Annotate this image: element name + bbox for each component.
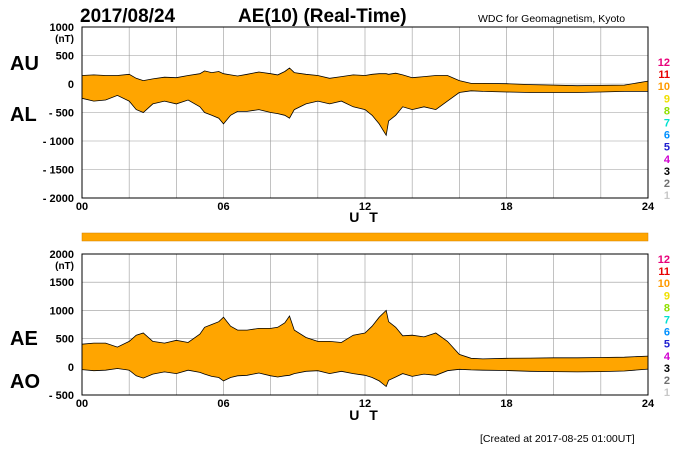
ae-ao-panel: 2000 1500 1000 500 0 - 500 (nT) 00 06 12 18 24 U T AE… — [10, 249, 655, 423]
series-line-ao — [81, 368, 649, 388]
station-legend-item: 6 — [664, 130, 670, 142]
x-tick-label: 18 — [500, 398, 512, 410]
index-band — [82, 310, 648, 387]
y-tick-label: 2000 — [50, 249, 74, 261]
station-legend-item: 8 — [664, 302, 670, 314]
x-tick-label: 24 — [642, 398, 655, 410]
upper-index-label: AE — [10, 328, 38, 350]
station-legend-item: 1 — [664, 190, 670, 202]
station-legend-item: 3 — [664, 363, 670, 375]
station-legend-item: 4 — [664, 351, 671, 363]
y-tick-label: 0 — [68, 362, 74, 374]
au-al-panel: 1000 500 0 - 500 - 1000 - 1500 - 2000 (nT) 00 06 1… — [10, 22, 655, 225]
quality-bar — [81, 232, 649, 242]
x-tick-label: 00 — [76, 201, 88, 213]
y-tick-label: - 1500 — [43, 165, 74, 177]
station-legend-item: 7 — [664, 315, 670, 327]
station-legend-item: 11 — [658, 266, 670, 278]
station-legend-item: 10 — [658, 278, 670, 290]
plot-title: AE(10) (Real-Time) — [238, 6, 407, 27]
x-tick-label: 24 — [642, 201, 655, 213]
created-timestamp: [Created at 2017-08-25 01:00UT] — [480, 433, 635, 445]
station-legend-item: 11 — [658, 69, 670, 81]
series-line-al — [81, 90, 648, 137]
y-tick-label: 1000 — [50, 22, 74, 34]
x-tick-label: 18 — [500, 201, 512, 213]
station-legend-item: 2 — [664, 375, 670, 387]
station-legend-item: 2 — [664, 178, 670, 190]
station-legend-item: 6 — [664, 327, 670, 339]
y-tick-label: 500 — [56, 51, 74, 63]
y-tick-label: - 1000 — [43, 136, 74, 148]
y-unit-label: (nT) — [55, 34, 74, 45]
station-legend-item: 10 — [658, 81, 670, 93]
station-legend-item: 9 — [664, 290, 670, 302]
station-legend-item: 8 — [664, 105, 670, 117]
y-tick-label: 1500 — [50, 277, 74, 289]
x-tick-label: 12 — [359, 201, 371, 213]
data-source: WDC for Geomagnetism, Kyoto — [478, 13, 625, 25]
y-tick-label: 500 — [56, 334, 74, 346]
upper-index-label: AU — [10, 53, 39, 75]
plot-date: 2017/08/24 — [80, 6, 176, 27]
station-legend-item: 12 — [658, 57, 670, 69]
station-legend-item: 5 — [664, 142, 670, 154]
station-legend-item: 5 — [664, 339, 670, 351]
station-legend-item: 9 — [664, 93, 670, 105]
lower-index-label: AL — [10, 104, 37, 126]
station-legend-item: 7 — [664, 118, 670, 130]
x-tick-label: 06 — [217, 398, 229, 410]
series-line-ae — [81, 309, 649, 360]
y-tick-label: 0 — [68, 79, 74, 91]
x-tick-label: 12 — [359, 398, 371, 410]
x-axis-label: U T — [349, 209, 381, 225]
station-legend-item: 1 — [664, 387, 670, 399]
x-tick-label: 06 — [217, 201, 229, 213]
y-tick-label: - 2000 — [43, 193, 74, 205]
x-tick-label: 00 — [76, 398, 88, 410]
y-tick-label: - 500 — [49, 108, 74, 120]
plot-frame — [81, 26, 649, 199]
plot-frame — [81, 253, 649, 396]
station-legend-item: 4 — [664, 154, 671, 166]
index-band — [82, 68, 648, 136]
lower-index-label: AO — [10, 371, 40, 393]
station-legend-item: 3 — [664, 166, 670, 178]
series-line-au — [81, 67, 649, 87]
y-tick-label: - 500 — [49, 390, 74, 402]
y-tick-label: 1000 — [50, 305, 74, 317]
y-unit-label: (nT) — [55, 261, 74, 272]
x-axis-label: U T — [349, 407, 381, 423]
station-legend-item: 12 — [658, 254, 670, 266]
